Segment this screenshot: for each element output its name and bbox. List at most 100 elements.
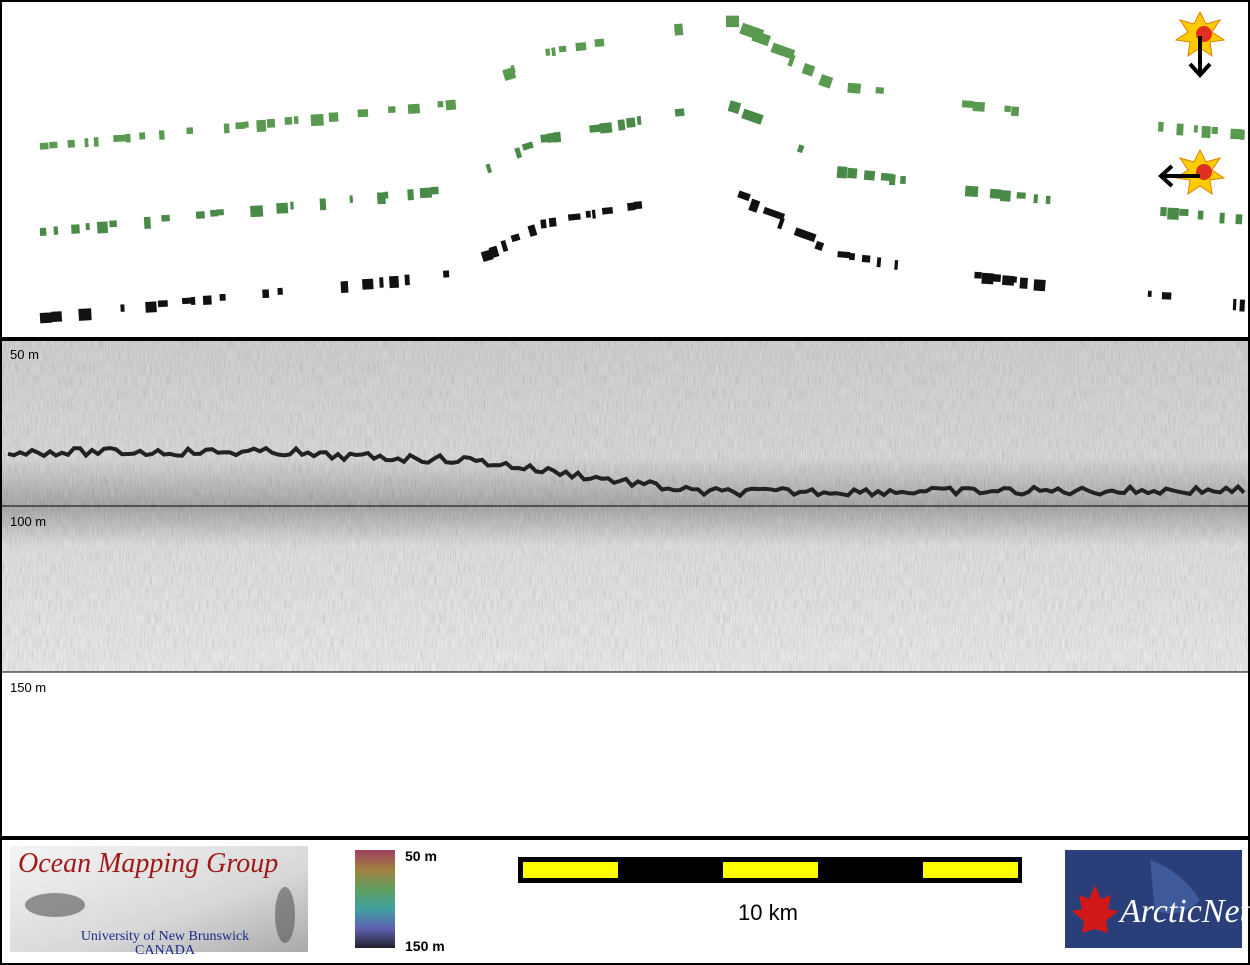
track-segment	[387, 106, 396, 114]
track-segment	[548, 217, 557, 228]
track-segment	[521, 141, 534, 151]
logo-shape	[1150, 860, 1200, 914]
track-segment	[1178, 208, 1189, 217]
track-segment	[558, 45, 567, 53]
track-segment	[488, 245, 500, 259]
track-segment	[863, 170, 876, 181]
track-segment	[84, 138, 89, 148]
track-segment	[1197, 210, 1204, 220]
track-segment	[362, 278, 374, 290]
track-segment	[1016, 192, 1026, 199]
track-segment	[1232, 298, 1237, 311]
track-segment	[1167, 207, 1180, 220]
track-segment	[71, 224, 80, 234]
track-segment	[585, 210, 592, 218]
track-segment	[244, 121, 249, 128]
track-segment	[277, 287, 283, 295]
track-segment	[636, 115, 642, 125]
track-segment	[53, 226, 59, 235]
track-segment	[846, 167, 858, 179]
logo-shape	[275, 887, 295, 943]
seabed	[7, 445, 1246, 499]
logo-university: University of New Brunswick	[81, 929, 249, 944]
track-segment	[39, 312, 53, 324]
track-segment	[1033, 279, 1046, 292]
track-segment	[861, 254, 871, 263]
track-segment	[594, 38, 605, 48]
track-segment	[1240, 129, 1245, 141]
track-segment	[39, 142, 49, 150]
track-segment	[1157, 121, 1164, 132]
track-segment	[575, 42, 587, 52]
track-segment	[96, 221, 109, 234]
track-segment	[216, 209, 224, 216]
track-segment	[876, 257, 882, 268]
track-segment	[384, 191, 389, 199]
track-segment	[1045, 195, 1051, 204]
track-segment	[1235, 214, 1243, 225]
track-segment	[379, 277, 384, 288]
track-segment	[801, 63, 816, 77]
track-segment	[814, 240, 825, 251]
track-segment	[633, 201, 643, 210]
track-segment	[376, 192, 386, 205]
track-segment	[591, 209, 596, 219]
track-segment	[340, 281, 349, 293]
track-segment	[510, 233, 521, 243]
track-segment	[1176, 123, 1184, 136]
track-segment	[407, 103, 420, 114]
track-segment	[1019, 277, 1028, 289]
track-segment	[741, 108, 764, 125]
track-segment	[419, 187, 433, 199]
track-segment	[787, 54, 796, 67]
track-segment	[627, 202, 636, 211]
track-segment	[727, 100, 742, 114]
logo-title: ArcticNet	[1118, 893, 1250, 930]
track-segment	[195, 211, 205, 219]
track-segment	[407, 189, 414, 201]
track-segment	[256, 119, 267, 133]
track-segment	[157, 300, 168, 308]
track-segment	[551, 47, 556, 57]
track-segment	[430, 186, 439, 195]
colorbar-label: 150 m	[405, 938, 445, 954]
track-segment	[235, 121, 246, 130]
track-segment	[266, 118, 276, 128]
track-segment	[599, 122, 613, 134]
track-segment	[601, 206, 614, 215]
track-segment	[109, 220, 117, 228]
track-segment	[328, 112, 339, 123]
scale-segment	[923, 862, 1018, 878]
track-segment	[527, 224, 538, 237]
track-segment	[1010, 276, 1018, 283]
track-segment	[1147, 290, 1152, 297]
track-segment	[85, 222, 90, 231]
track-segment	[737, 190, 751, 202]
track-segment	[310, 113, 324, 127]
track-segment	[1201, 125, 1211, 139]
track-segment	[437, 100, 444, 108]
track-segment	[125, 133, 131, 143]
track-segment	[49, 141, 58, 149]
scale-segment	[723, 862, 818, 878]
track-segment	[485, 163, 493, 174]
track-segment	[404, 274, 410, 286]
track-segment	[770, 42, 796, 60]
track-segment	[1004, 105, 1011, 113]
track-segment	[223, 123, 230, 134]
track-segment	[888, 174, 896, 186]
scale-segment	[523, 862, 618, 878]
colorbar-label: 50 m	[405, 848, 437, 864]
depth-label: 50 m	[10, 347, 39, 362]
track-segment	[181, 297, 192, 305]
track-segment	[725, 15, 739, 28]
track-segment	[293, 116, 299, 124]
track-segment	[974, 271, 982, 279]
track-segment	[120, 304, 125, 312]
colorbar	[355, 850, 395, 948]
track-segment	[186, 127, 194, 135]
track-segment	[145, 301, 157, 313]
track-segment	[262, 289, 270, 299]
track-segment	[992, 274, 1002, 283]
